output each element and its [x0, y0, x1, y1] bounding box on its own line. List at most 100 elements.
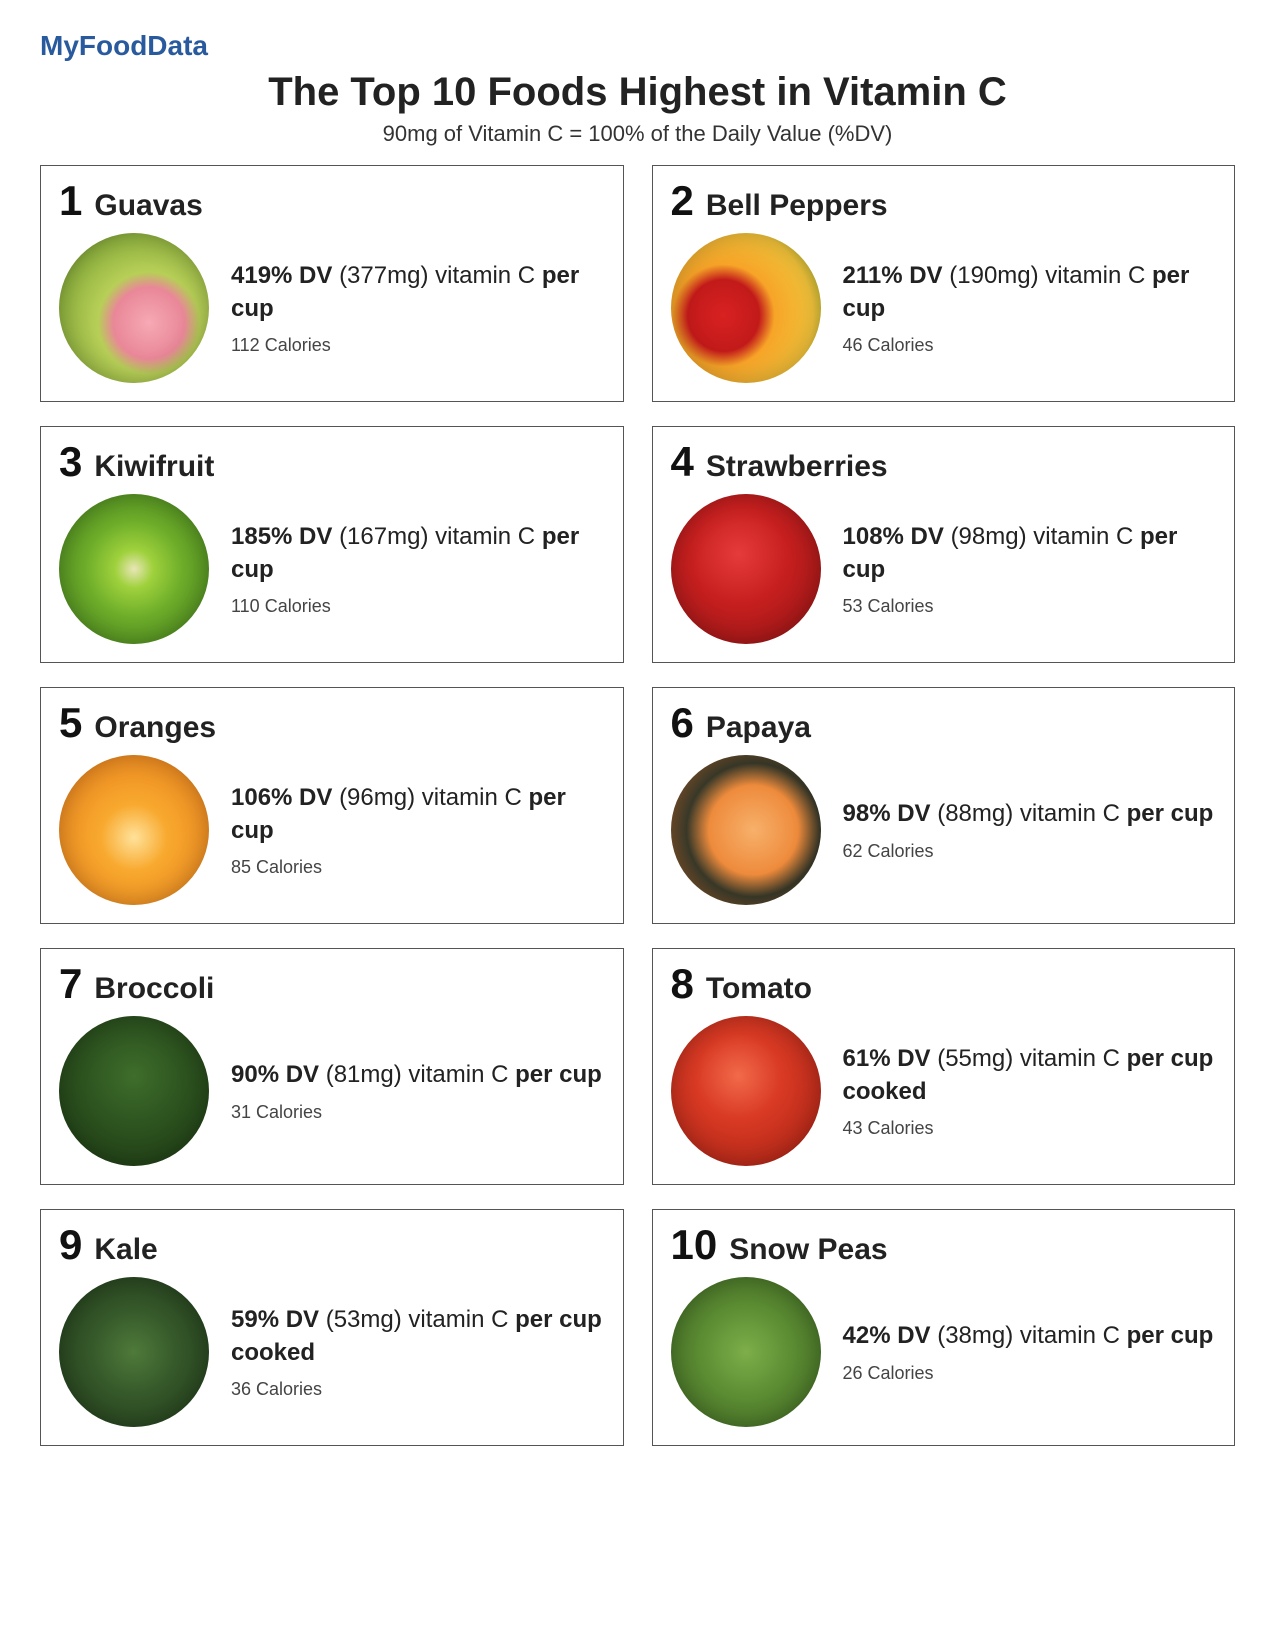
page-subtitle: 90mg of Vitamin C = 100% of the Daily Va… [40, 121, 1235, 147]
dv-percent: 42% DV [843, 1322, 931, 1349]
food-grid: 1 Guavas 419% DV (377mg) vitamin C per c… [40, 165, 1235, 1446]
dv-percent: 106% DV [231, 784, 332, 811]
card-header: 10 Snow Peas [671, 1224, 1217, 1267]
dv-percent: 185% DV [231, 523, 332, 550]
card-body: 61% DV (55mg) vitamin C per cup cooked 4… [671, 1016, 1217, 1166]
food-card: 10 Snow Peas 42% DV (38mg) vitamin C per… [652, 1209, 1236, 1446]
dv-mg: (38mg) [937, 1322, 1013, 1349]
rank-number: 3 [59, 441, 82, 483]
dv-line: 106% DV (96mg) vitamin C per cup [231, 782, 605, 847]
nutrient-label: vitamin C [1020, 1322, 1120, 1349]
dv-line: 61% DV (55mg) vitamin C per cup cooked [843, 1043, 1217, 1108]
food-card: 5 Oranges 106% DV (96mg) vitamin C per c… [40, 687, 624, 924]
food-image [671, 233, 821, 383]
dv-line: 98% DV (88mg) vitamin C per cup [843, 798, 1217, 830]
food-image [59, 233, 209, 383]
dv-mg: (53mg) [326, 1306, 402, 1333]
dv-percent: 108% DV [843, 523, 944, 550]
food-card: 7 Broccoli 90% DV (81mg) vitamin C per c… [40, 948, 624, 1185]
dv-mg: (81mg) [326, 1061, 402, 1088]
food-info: 211% DV (190mg) vitamin C per cup 46 Cal… [843, 260, 1217, 356]
food-info: 61% DV (55mg) vitamin C per cup cooked 4… [843, 1043, 1217, 1139]
rank-number: 8 [671, 963, 694, 1005]
calories: 110 Calories [231, 596, 605, 617]
dv-mg: (96mg) [339, 784, 415, 811]
card-header: 3 Kiwifruit [59, 441, 605, 484]
dv-percent: 59% DV [231, 1306, 319, 1333]
food-image [59, 755, 209, 905]
calories: 26 Calories [843, 1363, 1217, 1384]
card-header: 4 Strawberries [671, 441, 1217, 484]
food-name: Papaya [706, 711, 811, 745]
food-image [671, 494, 821, 644]
nutrient-label: vitamin C [422, 784, 522, 811]
dv-line: 211% DV (190mg) vitamin C per cup [843, 260, 1217, 325]
food-info: 185% DV (167mg) vitamin C per cup 110 Ca… [231, 521, 605, 617]
card-header: 8 Tomato [671, 963, 1217, 1006]
nutrient-label: vitamin C [408, 1306, 508, 1333]
card-body: 59% DV (53mg) vitamin C per cup cooked 3… [59, 1277, 605, 1427]
rank-number: 7 [59, 963, 82, 1005]
food-info: 90% DV (81mg) vitamin C per cup 31 Calor… [231, 1059, 605, 1122]
card-body: 90% DV (81mg) vitamin C per cup 31 Calor… [59, 1016, 605, 1166]
food-card: 1 Guavas 419% DV (377mg) vitamin C per c… [40, 165, 624, 402]
rank-number: 4 [671, 441, 694, 483]
calories: 53 Calories [843, 596, 1217, 617]
calories: 62 Calories [843, 841, 1217, 862]
food-card: 3 Kiwifruit 185% DV (167mg) vitamin C pe… [40, 426, 624, 663]
rank-number: 6 [671, 702, 694, 744]
calories: 36 Calories [231, 1379, 605, 1400]
card-header: 2 Bell Peppers [671, 180, 1217, 223]
nutrient-label: vitamin C [1020, 800, 1120, 827]
food-image [59, 494, 209, 644]
food-image [59, 1277, 209, 1427]
card-header: 5 Oranges [59, 702, 605, 745]
food-card: 6 Papaya 98% DV (88mg) vitamin C per cup… [652, 687, 1236, 924]
food-image [671, 1016, 821, 1166]
food-name: Kale [94, 1233, 157, 1267]
dv-line: 185% DV (167mg) vitamin C per cup [231, 521, 605, 586]
dv-percent: 211% DV [843, 262, 943, 289]
dv-line: 42% DV (38mg) vitamin C per cup [843, 1320, 1217, 1352]
dv-percent: 90% DV [231, 1061, 319, 1088]
dv-mg: (167mg) [339, 523, 428, 550]
dv-mg: (377mg) [339, 262, 428, 289]
dv-line: 108% DV (98mg) vitamin C per cup [843, 521, 1217, 586]
nutrient-label: vitamin C [1045, 262, 1145, 289]
food-card: 2 Bell Peppers 211% DV (190mg) vitamin C… [652, 165, 1236, 402]
calories: 112 Calories [231, 335, 605, 356]
dv-mg: (98mg) [951, 523, 1027, 550]
food-card: 4 Strawberries 108% DV (98mg) vitamin C … [652, 426, 1236, 663]
food-name: Snow Peas [729, 1233, 887, 1267]
rank-number: 10 [671, 1224, 718, 1266]
page-title: The Top 10 Foods Highest in Vitamin C [40, 70, 1235, 115]
nutrient-label: vitamin C [1033, 523, 1133, 550]
food-info: 59% DV (53mg) vitamin C per cup cooked 3… [231, 1304, 605, 1400]
calories: 43 Calories [843, 1118, 1217, 1139]
food-name: Kiwifruit [94, 450, 214, 484]
food-info: 42% DV (38mg) vitamin C per cup 26 Calor… [843, 1320, 1217, 1383]
serving-unit: per cup [1127, 1322, 1214, 1349]
rank-number: 1 [59, 180, 82, 222]
food-info: 108% DV (98mg) vitamin C per cup 53 Calo… [843, 521, 1217, 617]
nutrient-label: vitamin C [435, 523, 535, 550]
food-name: Oranges [94, 711, 216, 745]
card-body: 42% DV (38mg) vitamin C per cup 26 Calor… [671, 1277, 1217, 1427]
food-info: 106% DV (96mg) vitamin C per cup 85 Calo… [231, 782, 605, 878]
calories: 85 Calories [231, 857, 605, 878]
dv-mg: (190mg) [949, 262, 1038, 289]
card-body: 185% DV (167mg) vitamin C per cup 110 Ca… [59, 494, 605, 644]
card-body: 106% DV (96mg) vitamin C per cup 85 Calo… [59, 755, 605, 905]
card-body: 211% DV (190mg) vitamin C per cup 46 Cal… [671, 233, 1217, 383]
nutrient-label: vitamin C [435, 262, 535, 289]
dv-line: 90% DV (81mg) vitamin C per cup [231, 1059, 605, 1091]
food-name: Guavas [94, 189, 202, 223]
nutrient-label: vitamin C [408, 1061, 508, 1088]
food-info: 419% DV (377mg) vitamin C per cup 112 Ca… [231, 260, 605, 356]
food-card: 8 Tomato 61% DV (55mg) vitamin C per cup… [652, 948, 1236, 1185]
food-image [671, 1277, 821, 1427]
dv-line: 419% DV (377mg) vitamin C per cup [231, 260, 605, 325]
card-header: 9 Kale [59, 1224, 605, 1267]
dv-mg: (88mg) [937, 800, 1013, 827]
nutrient-label: vitamin C [1020, 1045, 1120, 1072]
